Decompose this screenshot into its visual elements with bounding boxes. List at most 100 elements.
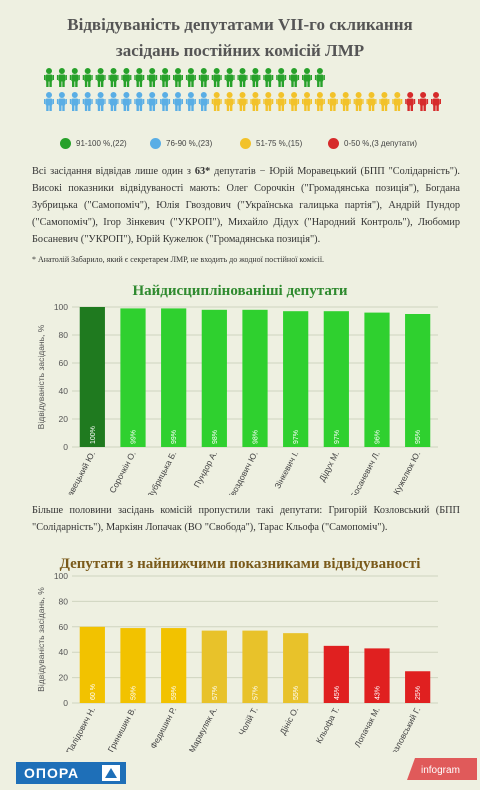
bar (79, 626, 105, 703)
bar-data-label: 97% (334, 430, 341, 444)
person-icon (69, 92, 80, 111)
person-icon (379, 92, 390, 111)
person-icon (237, 92, 248, 111)
person-icon (263, 68, 274, 87)
bar (161, 308, 187, 447)
person-icon (353, 92, 364, 111)
absence-paragraph: Більше половини засідань комісій пропуст… (32, 505, 460, 533)
person-icon (160, 68, 171, 87)
bar-data-label: 100% (90, 426, 97, 444)
person-icon (108, 92, 119, 111)
bar (120, 308, 146, 447)
bar-data-label: 95% (415, 430, 422, 444)
person-icon (82, 92, 93, 111)
person-icon (431, 92, 441, 111)
person-icon (418, 92, 429, 111)
y-tick-label: 0 (63, 442, 68, 452)
page-title: Відвідуваність депутатами VII-го скликан… (0, 12, 480, 64)
legend-item: 91-100 %,(22) (60, 138, 127, 149)
legend-label: 51-75 %,(15) (256, 139, 303, 148)
legend: 91-100 %,(22) 76-90 %,(23) 51-75 %,(15) … (60, 138, 460, 154)
bar (364, 648, 390, 703)
x-tick-label: Зубрицька Б. (145, 449, 178, 495)
person-icon (134, 68, 145, 87)
x-tick-label: Кльофа Т. (314, 705, 341, 745)
infogram-badge[interactable]: infogram (407, 758, 477, 780)
bar (323, 311, 349, 447)
person-icon (237, 68, 248, 87)
legend-dot (328, 138, 339, 149)
person-icon (173, 68, 183, 87)
triangle-icon (105, 768, 117, 778)
legend-item: 51-75 %,(15) (240, 138, 302, 149)
x-tick-label: Палідович Н. (64, 705, 97, 752)
intro-text-after: депутатів − Юрій Моравецький (БПП "Солід… (32, 166, 460, 245)
x-tick-label: Мармуляк А. (187, 705, 219, 752)
footnote: * Анатолій Забарило, який є секретарем Л… (32, 255, 325, 264)
person-icon (224, 68, 235, 87)
bar (405, 314, 431, 447)
logo-text: ОПОРА (24, 765, 79, 781)
chart-title: Найдисциплінованіші депутати (132, 283, 348, 299)
bar-data-label: 99% (171, 430, 178, 444)
person-icon (44, 68, 54, 87)
x-tick-label: Моравецький Ю. (57, 449, 97, 495)
person-icon (366, 92, 377, 111)
person-icon (134, 92, 145, 111)
person-icon (263, 92, 274, 111)
person-icon (250, 68, 261, 87)
bar-data-label: 55% (293, 686, 300, 700)
y-tick-label: 60 (59, 358, 69, 368)
bar-data-label: 59% (131, 686, 138, 700)
bar-data-label: 98% (212, 430, 219, 444)
person-icon (211, 92, 222, 111)
person-icon (185, 68, 196, 87)
y-tick-label: 80 (59, 596, 69, 606)
x-tick-label: Гвоздович Ю. (226, 449, 260, 495)
person-icon (108, 68, 119, 87)
legend-label: 91-100 %,(22) (76, 139, 127, 148)
legend-dot (240, 138, 251, 149)
x-tick-label: Козловський Г. (386, 705, 422, 752)
person-icon (185, 92, 196, 111)
bar-data-label: 99% (131, 430, 138, 444)
bar-data-label: 45% (334, 686, 341, 700)
y-tick-label: 100 (54, 572, 68, 581)
deputies-pictogram (44, 68, 441, 111)
y-axis-label: Відвідуваність засідань, % (36, 324, 46, 429)
bar-data-label: 97% (293, 430, 300, 444)
y-axis-label: Відвідуваність засідань, % (36, 587, 46, 692)
bar-data-label: 57% (212, 686, 219, 700)
bar (120, 628, 146, 703)
legend-label: 76-90 %,(23) (166, 139, 213, 148)
person-icon (327, 92, 338, 111)
y-tick-label: 20 (59, 414, 69, 424)
x-tick-label: Федишин Р. (148, 705, 178, 750)
title-line-2: засідань постійних комісій ЛМР (115, 41, 365, 60)
person-icon (160, 92, 171, 111)
person-icon (198, 92, 209, 111)
legend-dot (150, 138, 161, 149)
x-tick-label: Дідух М. (317, 449, 341, 483)
person-icon (95, 92, 106, 111)
person-icon (405, 92, 416, 111)
person-icon (224, 92, 235, 111)
bar (283, 311, 309, 447)
person-icon (302, 92, 312, 111)
bar-data-label: 96% (375, 430, 382, 444)
person-icon (121, 68, 132, 87)
y-tick-label: 0 (63, 698, 68, 708)
person-icon (289, 68, 300, 87)
person-icon (211, 68, 222, 87)
opora-logo: ОПОРА (16, 762, 126, 784)
bar-data-label: 60 % (90, 684, 97, 700)
person-icon (250, 92, 261, 111)
y-tick-label: 80 (59, 330, 69, 340)
intro-text-before: Всі засідання відвідав лише один з (32, 166, 195, 177)
top-deputies-chart: 0 20 40 60 80 100 Відвідуваність засідань, % 10… (36, 302, 438, 495)
person-icon (392, 92, 403, 111)
person-icon (289, 92, 300, 111)
bar (79, 307, 105, 447)
person-icon (198, 68, 209, 87)
y-tick-label: 20 (59, 673, 69, 683)
